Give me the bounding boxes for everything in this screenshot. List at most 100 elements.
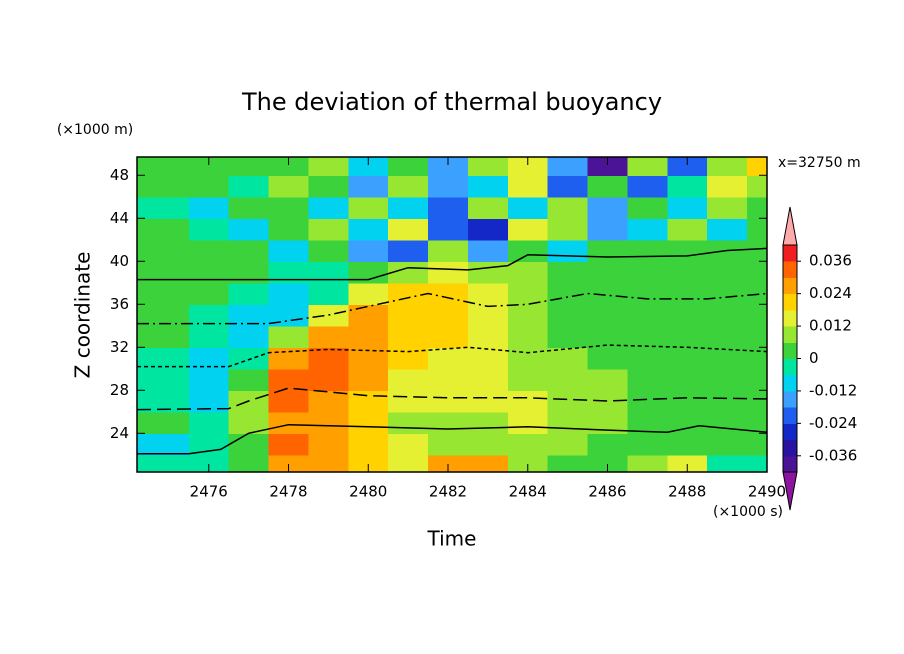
field-cell — [308, 454, 349, 472]
field-cell — [428, 347, 469, 370]
colorbar-band — [783, 390, 797, 408]
field-cell — [547, 261, 589, 284]
field-cell — [308, 157, 349, 176]
field-cell — [348, 239, 389, 262]
field-cell — [747, 411, 767, 434]
field-cell — [507, 282, 549, 305]
field-cell — [188, 304, 230, 327]
field-cell — [587, 196, 629, 219]
field-cell — [137, 196, 190, 219]
field-cell — [348, 282, 389, 305]
field-cell — [308, 390, 349, 413]
field-cell — [268, 175, 310, 198]
field-cell — [627, 175, 668, 198]
field-cell — [747, 157, 767, 176]
field-cell — [348, 261, 389, 284]
field-cell — [388, 411, 429, 434]
field-cell — [507, 157, 549, 176]
field-cell — [587, 218, 629, 241]
field-cell — [467, 368, 509, 391]
field-cell — [188, 282, 230, 305]
colorbar-band — [783, 358, 797, 376]
colorbar-band — [783, 439, 797, 457]
field-cell — [268, 390, 310, 413]
field-cell — [137, 347, 190, 370]
colorbar-tick-label: 0.036 — [809, 252, 852, 270]
field-cell — [587, 282, 629, 305]
field-cell — [587, 390, 629, 413]
field-cell — [308, 218, 349, 241]
field-cell — [268, 347, 310, 370]
chart-title: The deviation of thermal buoyancy — [241, 88, 662, 116]
contour-line — [137, 247, 767, 281]
field-cell — [547, 454, 589, 472]
field-cell — [188, 454, 230, 472]
contour-line — [137, 292, 767, 325]
field-cell — [188, 325, 230, 348]
x-tick-label: 2482 — [429, 483, 467, 501]
field-cell — [707, 390, 748, 413]
field-cell — [308, 347, 349, 370]
field-cell — [707, 368, 748, 391]
contour-line — [137, 387, 767, 411]
y-unit: (×1000 m) — [57, 122, 133, 138]
colorbar-tick-label: 0 — [809, 349, 819, 367]
field-cell — [188, 390, 230, 413]
field-cell — [547, 325, 589, 348]
field-cell — [467, 261, 509, 284]
field-cell — [348, 157, 389, 176]
field-cell — [747, 390, 767, 413]
field-cell — [228, 433, 270, 456]
field-cell — [348, 433, 389, 456]
colorbar-tick-label: -0.024 — [809, 414, 857, 432]
field-cell — [747, 196, 767, 219]
x-tick-label: 2476 — [190, 483, 228, 501]
field-cell — [747, 175, 767, 198]
colorbar-band — [783, 326, 797, 343]
annotation: x=32750 m — [778, 155, 861, 171]
field-cell — [507, 368, 549, 391]
field-cell — [428, 282, 469, 305]
field-cell — [467, 175, 509, 198]
y-tick-label: 40 — [110, 252, 129, 270]
field-cell — [587, 454, 629, 472]
field-cell — [507, 239, 549, 262]
field-cell — [507, 175, 549, 198]
field-cell — [388, 175, 429, 198]
field-cell — [188, 411, 230, 434]
field-cell — [747, 218, 767, 241]
field-cell — [308, 433, 349, 456]
y-tick-label: 28 — [110, 381, 129, 399]
field-cell — [228, 454, 270, 472]
field-cell — [547, 157, 589, 176]
field-cell — [228, 261, 270, 284]
field-cell — [467, 157, 509, 176]
field-cell — [188, 196, 230, 219]
field-cell — [667, 454, 708, 472]
field-cell — [388, 261, 429, 284]
field-cell — [348, 454, 389, 472]
field-cell — [747, 454, 767, 472]
field-cell — [507, 304, 549, 327]
field-cell — [587, 325, 629, 348]
field-cell — [707, 433, 748, 456]
colorbar-band — [783, 342, 797, 359]
field-cell — [228, 175, 270, 198]
field-cell — [627, 454, 668, 472]
x-tick-label: 2486 — [588, 483, 626, 501]
contour-line — [137, 423, 767, 455]
field-cell — [627, 368, 668, 391]
field-cell — [627, 304, 668, 327]
field-cell — [137, 368, 190, 391]
field-cell — [507, 390, 549, 413]
field-cell — [428, 196, 469, 219]
field-cell — [627, 261, 668, 284]
field-cell — [348, 347, 389, 370]
field-cell — [707, 304, 748, 327]
field-cell — [388, 368, 429, 391]
field-cell — [268, 218, 310, 241]
field-cell — [547, 239, 589, 262]
field-cell — [507, 347, 549, 370]
field-cell — [467, 433, 509, 456]
